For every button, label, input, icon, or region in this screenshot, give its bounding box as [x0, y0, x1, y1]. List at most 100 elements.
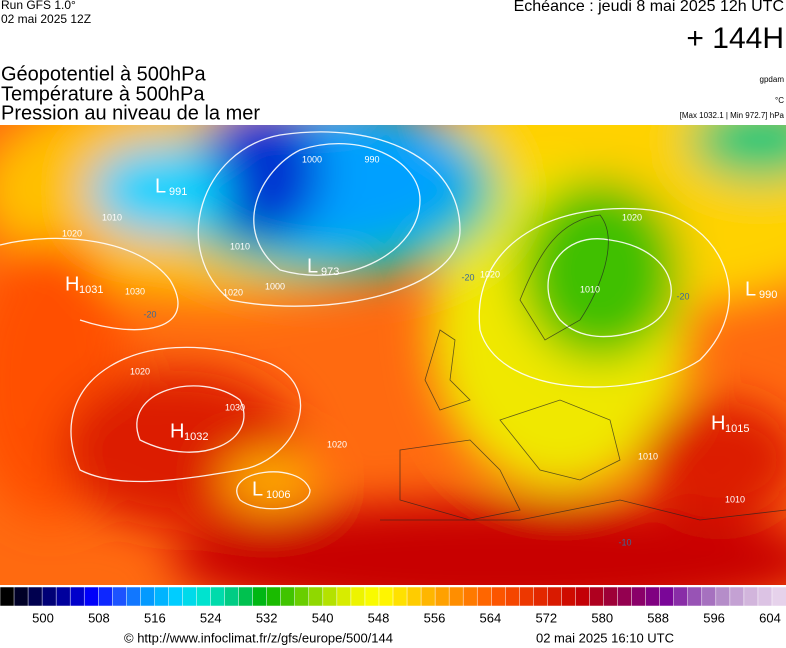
colorbar-swatch — [83, 586, 100, 607]
colorbar-tick-label: 548 — [368, 610, 390, 625]
isobar-label: 1010 — [230, 241, 250, 251]
isobar-label: 1030 — [225, 402, 245, 412]
temperature-label: -10 — [618, 537, 631, 547]
title-1: Géopotentiel à 500hPa — [1, 63, 206, 85]
temperature-label: -20 — [143, 309, 156, 319]
center-value: 990 — [759, 289, 777, 301]
colorbar-swatch — [392, 586, 408, 607]
colorbar-swatch — [406, 586, 422, 607]
colorbar-swatch — [364, 586, 380, 607]
isobar-label: 1010 — [725, 494, 745, 504]
colorbar-swatch — [505, 586, 521, 607]
colorbar-swatch — [69, 586, 85, 607]
colorbar-tick-label: 556 — [424, 610, 446, 625]
colorbar-swatch — [55, 586, 71, 607]
colorbar-swatch — [603, 586, 619, 607]
title-2: Température à 500hPa — [1, 83, 205, 105]
unit-temp: °C — [775, 96, 784, 105]
colorbar-swatch — [350, 586, 366, 607]
center-value: 1031 — [79, 284, 103, 296]
title-3: Pression au niveau de la mer — [1, 102, 260, 124]
generated-time: 02 mai 2025 16:10 UTC — [536, 630, 674, 645]
isobar-label: 1020 — [223, 287, 243, 297]
colorbar-swatch — [434, 586, 450, 607]
colorbar-tick-label: 588 — [647, 610, 669, 625]
isobar-label: 1030 — [125, 286, 145, 296]
colorbar-swatch — [154, 586, 170, 607]
colorbar-swatch — [673, 586, 689, 607]
run-date: 02 mai 2025 12Z — [1, 12, 91, 26]
colorbar-swatch — [140, 586, 156, 607]
colorbar-swatch — [771, 586, 786, 607]
isobar-label: 1010 — [638, 451, 658, 461]
colorbar-swatch — [589, 586, 605, 607]
colorbar-swatch — [476, 586, 493, 607]
isobar-label: 1000 — [265, 281, 285, 291]
center-letter: L — [745, 278, 756, 300]
colorbar-swatch — [715, 586, 731, 607]
colorbar-swatch — [729, 586, 745, 607]
colorbar-tick-label: 572 — [535, 610, 557, 625]
run-label: Run GFS 1.0° — [1, 0, 76, 12]
colorbar-swatch — [126, 586, 142, 607]
isobar-label: 1000 — [302, 154, 322, 164]
center-letter: L — [252, 478, 263, 500]
center-value: 1015 — [725, 423, 749, 435]
colorbar-swatch — [519, 586, 535, 607]
colorbar-swatch — [196, 586, 212, 607]
colorbar-swatch — [98, 586, 114, 607]
center-value: 1032 — [184, 431, 208, 443]
isobar-label: 1010 — [580, 284, 600, 294]
colorbar-swatch — [266, 586, 282, 607]
colorbar-swatch — [687, 586, 703, 607]
colorbar-swatch — [378, 586, 394, 607]
colorbar-tick-label: 516 — [144, 610, 166, 625]
colorbar-swatch — [210, 586, 226, 607]
colorbar-swatch — [547, 586, 563, 607]
isobar-label: 1020 — [622, 212, 642, 222]
colorbar-swatch — [112, 586, 128, 607]
colorbar-tick-label: 580 — [591, 610, 613, 625]
isobar-label: 1010 — [102, 212, 122, 222]
colorbar-swatch — [645, 586, 661, 607]
colorbar-swatch — [561, 586, 577, 607]
colorbar-swatch — [252, 586, 268, 607]
center-letter: L — [307, 255, 318, 277]
isobar-label: 1020 — [327, 439, 347, 449]
colorbar-swatch — [575, 586, 591, 607]
colorbar-swatch — [41, 586, 57, 607]
colorbar-swatch — [27, 586, 43, 607]
colorbar-tick-label: 524 — [200, 610, 222, 625]
colorbar-tick-label: 508 — [88, 610, 110, 625]
pressure-range: [Max 1032.1 | Min 972.7] hPa — [680, 111, 785, 120]
colorbar-tick-label: 564 — [480, 610, 502, 625]
isobar-label: 1020 — [130, 366, 150, 376]
center-letter: H — [170, 420, 184, 442]
colorbar-swatch — [617, 586, 633, 607]
colorbar-swatch — [168, 586, 184, 607]
colorbar-tick-label: 532 — [256, 610, 278, 625]
colorbar-swatch — [13, 586, 29, 607]
colorbar-swatch — [336, 586, 352, 607]
colorbar-swatch — [462, 586, 478, 607]
colorbar-tick-label: 540 — [312, 610, 334, 625]
colorbar-tick-label: 500 — [32, 610, 54, 625]
colorbar-swatch — [659, 586, 675, 607]
isobar-label: 1020 — [480, 269, 500, 279]
temperature-label: -20 — [461, 272, 474, 282]
source-url: © http://www.infoclimat.fr/z/gfs/europe/… — [124, 630, 393, 645]
unit-gpdam: gpdam — [760, 75, 785, 84]
colorbar-swatch — [308, 586, 324, 607]
colorbar-swatch — [280, 586, 296, 607]
colorbar-swatch — [322, 586, 338, 607]
colorbar-swatch — [224, 586, 240, 607]
valid-time: Echéance : jeudi 8 mai 2025 12h UTC — [514, 0, 784, 15]
isobar-label: 990 — [364, 154, 379, 164]
colorbar-swatch — [0, 586, 15, 607]
center-value: 991 — [169, 186, 187, 198]
colorbar-swatch — [182, 586, 198, 607]
center-letter: H — [711, 412, 725, 434]
colorbar-swatch — [238, 586, 254, 607]
